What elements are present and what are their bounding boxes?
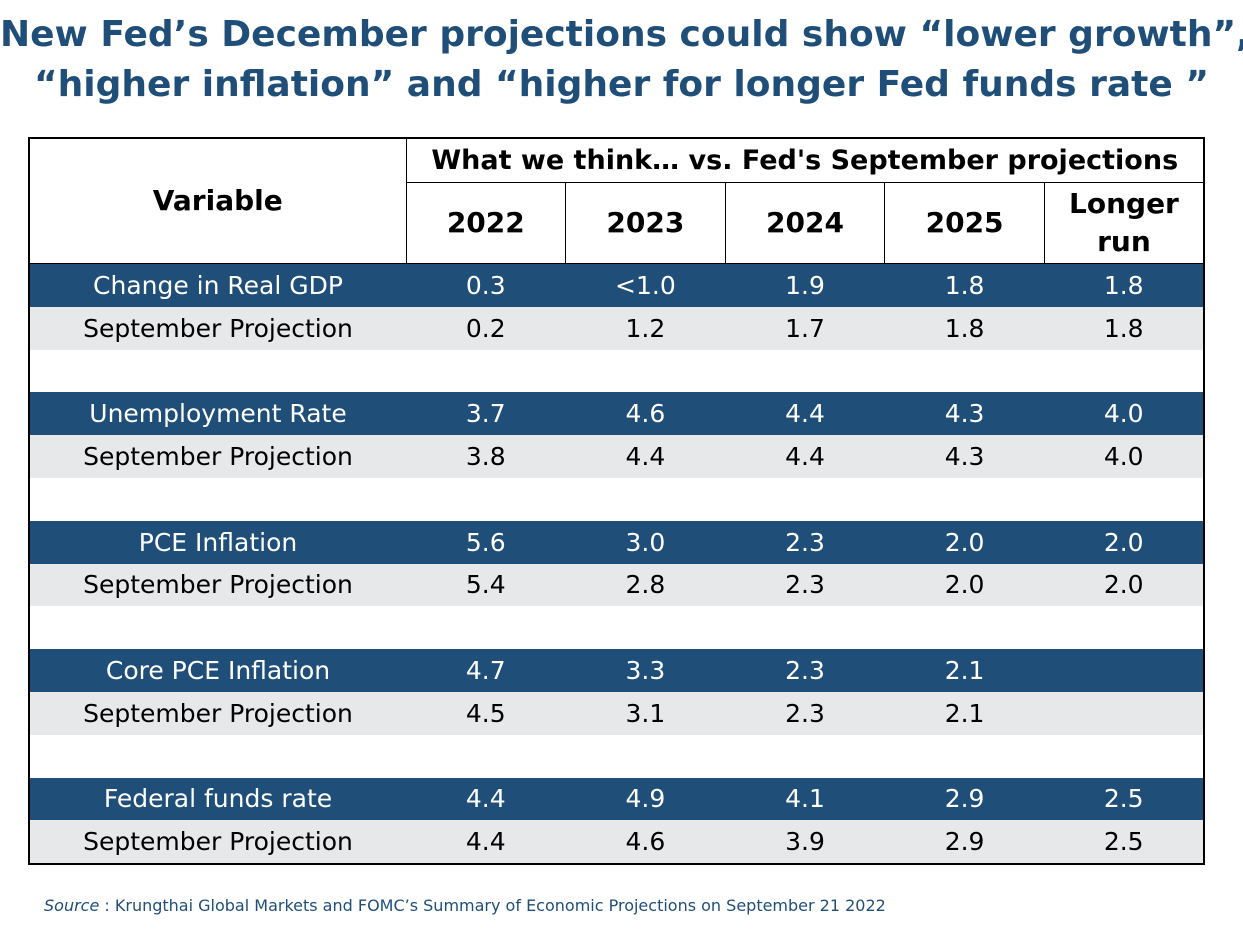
- row-label: Unemployment Rate: [29, 392, 406, 436]
- table-row: Unemployment Rate 3.7 4.6 4.4 4.3 4.0: [29, 392, 1205, 436]
- row-label: Federal funds rate: [29, 777, 406, 821]
- table-row: Core PCE Inflation 4.7 3.3 2.3 2.1: [29, 649, 1205, 692]
- table-cell: 2.1: [884, 649, 1045, 692]
- group-header: What we think… vs. Fed's September proje…: [405, 137, 1205, 184]
- table-cell: 1.2: [565, 306, 726, 350]
- table-cell: 2.9: [884, 777, 1045, 821]
- table-cell: 4.9: [565, 777, 726, 821]
- row-label: Change in Real GDP: [29, 263, 406, 307]
- row-label: September Projection: [29, 306, 406, 350]
- table-cell: 0.2: [406, 306, 566, 350]
- table-cell: 5.4: [406, 563, 566, 607]
- spacer-cell: [29, 734, 1205, 778]
- table-cell: 4.7: [406, 649, 566, 692]
- table-cell: 4.0: [1044, 435, 1205, 478]
- table-cell: [1044, 691, 1205, 735]
- column-header: 2022: [405, 182, 567, 264]
- column-header: Longer run: [1043, 182, 1205, 264]
- table-body: Change in Real GDP 0.3 <1.0 1.9 1.8 1.8 Septem…: [29, 263, 1205, 865]
- column-header: 2024: [724, 182, 886, 264]
- source-note: Source : Krungthai Global Markets and FO…: [44, 896, 886, 915]
- spacer-row: [29, 606, 1205, 650]
- spacer-row: [29, 349, 1205, 393]
- spacer-cell: [29, 349, 1205, 393]
- table-cell: 2.3: [725, 520, 885, 564]
- table-cell: 4.4: [565, 435, 726, 478]
- table-cell: 4.3: [884, 435, 1045, 478]
- table-cell: 2.5: [1044, 777, 1205, 821]
- table-cell: 3.0: [565, 520, 726, 564]
- table-cell: 2.3: [725, 649, 885, 692]
- row-label: Core PCE Inflation: [29, 649, 406, 692]
- table-cell: 4.1: [725, 777, 885, 821]
- table-cell: 2.0: [884, 563, 1045, 607]
- table-cell: 3.1: [565, 691, 726, 735]
- spacer-row: [29, 734, 1205, 778]
- row-label: September Projection: [29, 435, 406, 478]
- table-cell: 4.4: [406, 820, 566, 865]
- table-cell: 2.0: [1044, 563, 1205, 607]
- table-cell: 1.8: [884, 263, 1045, 307]
- table-cell: 1.9: [725, 263, 885, 307]
- table-cell: 4.4: [725, 392, 885, 436]
- spacer-cell: [29, 606, 1205, 650]
- table-row: Federal funds rate 4.4 4.9 4.1 2.9 2.5: [29, 777, 1205, 821]
- table-cell: 3.8: [406, 435, 566, 478]
- table-cell: 4.0: [1044, 392, 1205, 436]
- table-row-september: September Projection 5.4 2.8 2.3 2.0 2.0: [29, 563, 1205, 607]
- table-row-september: September Projection 0.2 1.2 1.7 1.8 1.8: [29, 306, 1205, 350]
- table-cell: 2.0: [884, 520, 1045, 564]
- title-line-2: “higher inflation” and “higher for longe…: [34, 64, 1209, 105]
- table-cell: 1.7: [725, 306, 885, 350]
- table-cell: 4.4: [406, 777, 566, 821]
- table-cell: 2.0: [1044, 520, 1205, 564]
- spacer-cell: [29, 477, 1205, 521]
- header-row-top: Variable What we think… vs. Fed's Septem…: [28, 137, 1205, 264]
- table-row-september: September Projection 4.5 3.1 2.3 2.1: [29, 691, 1205, 735]
- table-cell: 4.4: [725, 435, 885, 478]
- table-cell: 4.3: [884, 392, 1045, 436]
- row-label: September Projection: [29, 820, 406, 865]
- table-cell: 4.5: [406, 691, 566, 735]
- table-cell: <1.0: [565, 263, 726, 307]
- table-cell: 3.3: [565, 649, 726, 692]
- table-cell: 4.6: [565, 392, 726, 436]
- header-row-years: 2022 2023 2024 2025 Longer run: [29, 182, 1205, 264]
- row-label: September Projection: [29, 691, 406, 735]
- title-line-1: New Fed’s December projections could sho…: [0, 14, 1243, 55]
- table-row-september: September Projection 3.8 4.4 4.4 4.3 4.0: [29, 435, 1205, 478]
- source-prefix: Source: [44, 896, 100, 915]
- projections-table: Variable What we think… vs. Fed's Septem…: [28, 137, 1206, 866]
- table-row: PCE Inflation 5.6 3.0 2.3 2.0 2.0: [29, 520, 1205, 564]
- table-cell: 5.6: [406, 520, 566, 564]
- table-cell: 2.1: [884, 691, 1045, 735]
- table-cell: 1.8: [1044, 263, 1205, 307]
- column-header: 2023: [565, 182, 726, 264]
- table-cell: 2.3: [725, 691, 885, 735]
- variable-header: Variable: [28, 137, 407, 264]
- column-header: 2025: [884, 182, 1045, 264]
- table-cell: 3.7: [406, 392, 566, 436]
- chart-title: New Fed’s December projections could sho…: [0, 10, 1243, 110]
- table-cell: 2.3: [725, 563, 885, 607]
- spacer-row: [29, 477, 1205, 521]
- table-cell: 1.8: [884, 306, 1045, 350]
- table-cell: 0.3: [406, 263, 566, 307]
- table-cell: 2.8: [565, 563, 726, 607]
- table-row-september: September Projection 4.4 4.6 3.9 2.9 2.5: [29, 820, 1205, 865]
- row-label: PCE Inflation: [29, 520, 406, 564]
- table-cell: [1044, 649, 1205, 692]
- table-cell: 2.9: [884, 820, 1045, 865]
- table-row: Change in Real GDP 0.3 <1.0 1.9 1.8 1.8: [29, 263, 1205, 307]
- row-label: September Projection: [29, 563, 406, 607]
- table-cell: 2.5: [1044, 820, 1205, 865]
- table-cell: 3.9: [725, 820, 885, 865]
- table-cell: 4.6: [565, 820, 726, 865]
- table-cell: 1.8: [1044, 306, 1205, 350]
- source-text: : Krungthai Global Markets and FOMC’s Su…: [99, 896, 886, 915]
